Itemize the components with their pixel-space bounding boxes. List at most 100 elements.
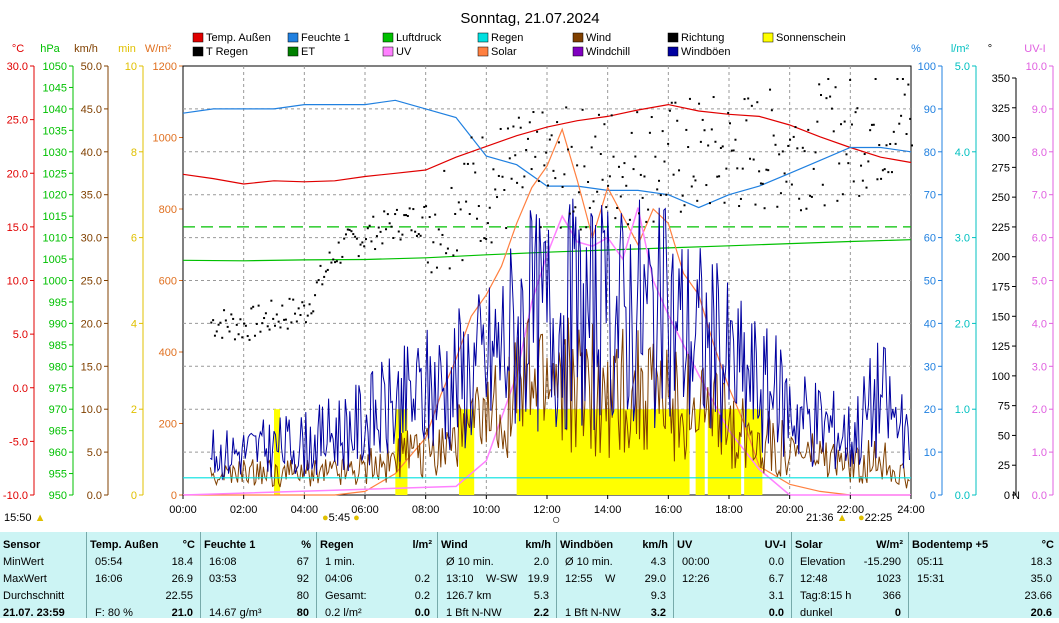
x-tick-label: 18:00 [715, 504, 743, 516]
solar-tick-label: 1000 [153, 133, 177, 145]
wind-direction-point [911, 144, 913, 147]
wind-direction-point [643, 175, 646, 178]
stats-column: UV UV-I 00:00 0.0 12:26 6.7 3.1 0.0 [673, 532, 792, 619]
stats-header-label: Sensor [3, 539, 41, 551]
x-tick-label: 20:00 [776, 504, 804, 516]
wind-direction-point [521, 186, 524, 189]
stats-cell-label: 05:54 [95, 556, 123, 568]
temp-tick-label: -10.0 [3, 490, 28, 502]
wind-direction-point [417, 233, 420, 236]
wind-direction-point [681, 194, 684, 197]
wind-direction-point [743, 98, 746, 101]
x-tick-label: 10:00 [473, 504, 501, 516]
wind-direction-point [252, 305, 255, 308]
wind-direction-point [317, 279, 320, 282]
wind-direction-point [259, 330, 262, 333]
sunrise-label: 15:50 ▲ [4, 512, 46, 524]
wind-direction-point [512, 125, 515, 128]
wind-direction-point [878, 144, 881, 147]
press-tick-label: 1005 [43, 254, 67, 266]
wind-direction-point [428, 216, 431, 219]
wind-direction-point [801, 146, 804, 149]
stats-header-label: Feuchte 1 [204, 539, 256, 551]
wind-direction-point [834, 86, 837, 89]
stats-row: MinWert [0, 556, 86, 572]
stats-row: 0.0 [674, 607, 792, 623]
stats-cell-label: 12:55 [565, 573, 593, 585]
stats-cell-value: 0.2 [414, 573, 430, 585]
wind-direction-point [370, 240, 373, 243]
wind-direction-point [303, 304, 306, 307]
stats-row: 13:10 W-SW 19.9 [438, 573, 557, 589]
wind-direction-point [323, 275, 326, 278]
legend-label: Wind [586, 32, 611, 44]
wind-direction-point [446, 247, 449, 250]
wind-direction-point [523, 175, 526, 178]
stats-cell-label: F: 80 % [95, 607, 133, 619]
hum-tick-label: 20 [924, 404, 936, 416]
stats-cell-label: 126.7 km [446, 590, 492, 602]
wind-direction-point [341, 255, 344, 258]
wind-direction-point [525, 148, 528, 151]
wind-direction-point [326, 268, 329, 271]
stats-cell-label: Elevation [800, 556, 846, 568]
wind-direction-point [688, 97, 691, 100]
wind-direction-point [710, 128, 713, 131]
wind-direction-point [485, 237, 488, 240]
wind-direction-point [583, 165, 586, 168]
wind-direction-point [832, 130, 835, 133]
wind-direction-point [439, 243, 442, 246]
wind-direction-point [639, 173, 642, 176]
wind-direction-point [379, 230, 382, 233]
x-tick-label: 22:00 [837, 504, 865, 516]
wind-direction-point [479, 239, 482, 242]
dir-tick-label: 350 [992, 73, 1010, 85]
temp-tick-label: 10.0 [7, 276, 28, 288]
legend-label: Temp. Außen [206, 32, 271, 44]
press-tick-label: 960 [49, 447, 67, 459]
press-tick-label: 1010 [43, 233, 67, 245]
wind-direction-point [900, 114, 903, 117]
wind-direction-point [275, 313, 278, 316]
stats-header-unit: °C [182, 539, 195, 551]
wind-direction-point [235, 323, 238, 326]
wind-direction-point [437, 228, 440, 231]
wind-tick-label: 10.0 [81, 404, 102, 416]
wind-direction-point [790, 183, 793, 186]
wind-direction-point [496, 196, 499, 199]
min-tick-label: 0 [131, 490, 137, 502]
wind-direction-point [210, 321, 213, 324]
wind-direction-point [581, 108, 584, 111]
wind-direction-point [508, 157, 511, 160]
wind-direction-point [838, 162, 841, 165]
wind-direction-point [319, 264, 322, 267]
wind-direction-point [228, 330, 231, 333]
wind-direction-point [694, 179, 697, 182]
wind-direction-point [308, 303, 311, 306]
stats-row: 05:11 18.3 [909, 556, 1059, 572]
wind-direction-point [872, 123, 875, 126]
stats-cell-label: 16:08 [209, 556, 237, 568]
wind-direction-point [445, 252, 448, 255]
wind-direction-point [812, 167, 815, 170]
legend-swatch [477, 46, 489, 57]
stats-column: Windböen km/h Ø 10 min. 4.3 12:55 W 29.0 9.3 1 B… [556, 532, 674, 619]
wind-direction-point [616, 206, 619, 209]
wind-direction-point [765, 168, 768, 171]
pressure-line [182, 239, 912, 262]
wind-direction-point [814, 151, 817, 154]
wind-direction-point [577, 191, 580, 194]
wind-direction-point [845, 153, 848, 156]
sunshine-bar [516, 409, 690, 495]
uv-tick-label: 2.0 [1032, 404, 1047, 416]
wind-direction-point [696, 199, 699, 202]
wind-direction-point [590, 146, 593, 149]
wind-direction-point [752, 158, 755, 161]
wind-direction-point [890, 171, 893, 174]
wind-direction-point [579, 228, 582, 231]
legend-swatch [667, 46, 679, 57]
wind-direction-point [412, 208, 415, 211]
stats-cell-label: 0.2 l/m² [325, 607, 362, 619]
wind-direction-point [614, 217, 617, 220]
dir-north-label: N [1012, 490, 1020, 502]
